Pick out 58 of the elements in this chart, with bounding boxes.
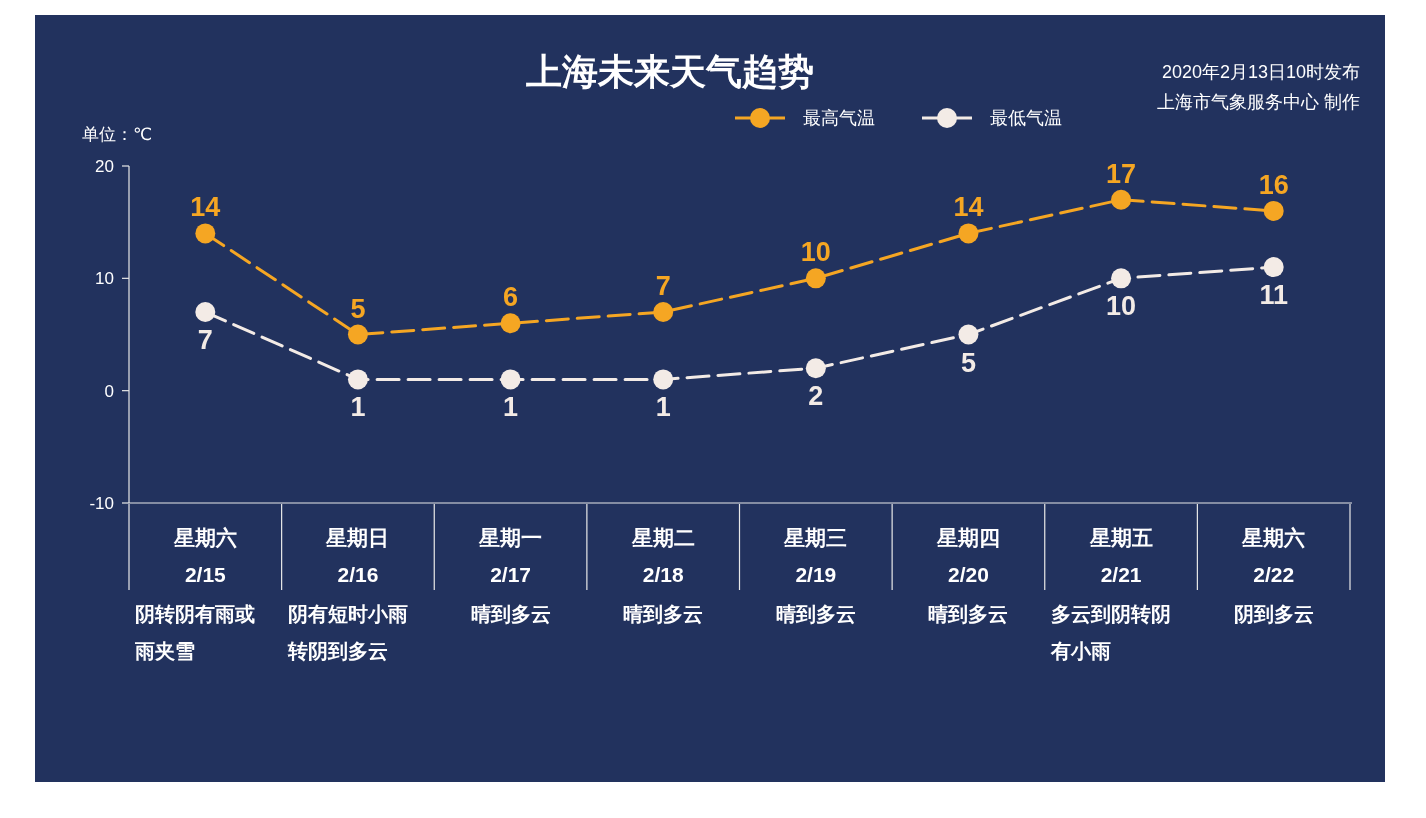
data-label: 1 — [350, 392, 366, 423]
text: 晴到多云 — [928, 603, 1009, 625]
x-tick-label: 星期六 2/15 — [172, 526, 237, 586]
point — [653, 302, 674, 323]
x-tick-label: 星期三 2/19 — [783, 526, 848, 586]
y-axis-title: 单位：℃ — [82, 125, 153, 144]
data-label: 7 — [197, 325, 213, 356]
text: 阴转阴有雨或雨夹雪 — [134, 603, 255, 662]
legend-label: 最低气温 — [990, 108, 1062, 128]
data-label: 14 — [953, 192, 984, 223]
point — [500, 313, 521, 334]
data-label: 2 — [808, 381, 824, 412]
y-tick-label: 0 — [104, 381, 114, 401]
point — [805, 358, 826, 379]
data-label: 10 — [800, 237, 831, 268]
point — [958, 324, 979, 345]
text: 阴到多云 — [1233, 603, 1314, 625]
text: 多云到阴转阴有小雨 — [1049, 603, 1171, 662]
y-tick-label: 20 — [95, 157, 114, 176]
data-label: 1 — [655, 392, 671, 423]
point — [805, 268, 826, 289]
point — [1263, 257, 1284, 278]
point — [347, 369, 368, 390]
x-tick-label: 星期二 2/18 — [630, 526, 695, 586]
data-label: 10 — [1106, 291, 1137, 322]
x-tick-label: 星期六 2/22 — [1241, 526, 1306, 586]
data-label: 5 — [960, 347, 976, 378]
point — [347, 324, 368, 345]
point — [1263, 200, 1284, 221]
point — [1111, 268, 1132, 289]
data-label: 5 — [350, 293, 366, 324]
point — [195, 302, 216, 323]
text: 晴到多云 — [470, 603, 551, 625]
text: 晴到多云 — [623, 603, 704, 625]
data-label: 16 — [1258, 169, 1289, 200]
text: 上海市气象服务中心 制作 — [1156, 92, 1360, 112]
text: 2020年2月13日10时发布 — [1161, 62, 1360, 82]
x-tick-label: 星期日 2/16 — [325, 526, 390, 586]
point — [195, 223, 216, 244]
point — [958, 223, 979, 244]
text: 晴到多云 — [775, 603, 856, 625]
point — [1111, 189, 1132, 210]
x-tick-label: 星期一 2/17 — [478, 526, 543, 586]
chart-title: 上海未来天气趋势 — [526, 51, 814, 92]
text: 阴有短时小雨转阴到多云 — [286, 603, 408, 662]
legend-label: 最高气温 — [803, 108, 875, 128]
y-tick-label: -10 — [89, 494, 114, 513]
data-label: 14 — [190, 192, 221, 223]
data-label: 11 — [1259, 280, 1288, 311]
data-label: 6 — [503, 282, 519, 313]
data-label: 7 — [655, 271, 671, 302]
data-label: 1 — [503, 392, 519, 423]
point — [500, 369, 521, 390]
data-label: 17 — [1106, 158, 1137, 189]
x-tick-label: 星期五 2/21 — [1088, 526, 1153, 586]
point — [653, 369, 674, 390]
y-tick-label: 10 — [95, 269, 114, 289]
x-tick-label: 星期四 2/20 — [935, 526, 1000, 586]
